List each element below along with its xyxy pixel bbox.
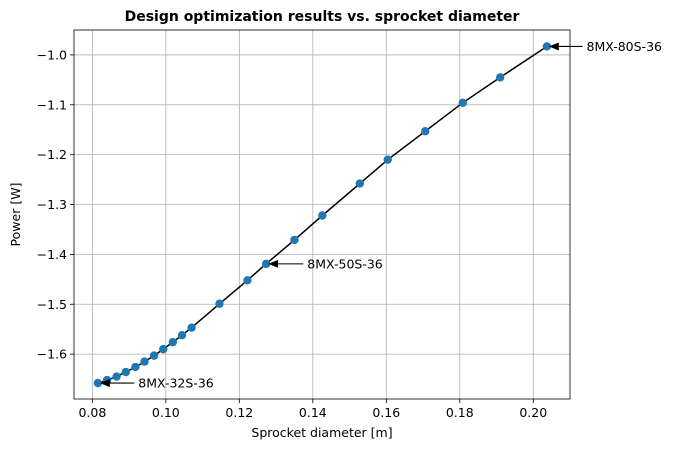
data-point — [355, 179, 365, 188]
x-tick-label: 0.20 — [519, 405, 547, 420]
data-point — [421, 127, 430, 136]
x-tick-label: 0.08 — [78, 405, 106, 420]
annotation-label: 8MX-80S-36 — [587, 39, 662, 54]
data-point — [243, 276, 252, 285]
series-points — [93, 42, 552, 388]
x-tick-label: 0.12 — [225, 405, 253, 420]
y-tick-label: −1.1 — [37, 97, 67, 112]
data-point — [187, 323, 196, 332]
data-point — [290, 235, 299, 245]
grid — [74, 30, 570, 399]
y-axis-label: Power [W] — [8, 183, 23, 247]
data-point — [177, 330, 187, 340]
data-point — [383, 155, 392, 164]
data-point — [318, 211, 327, 220]
plot-frame — [73, 29, 571, 400]
data-point — [458, 98, 467, 108]
axis-ticks: 0.08 0.10 0.12 0.14 0.16 0.18 0.20 −1.6 −1.5 −1.4… — [37, 47, 548, 420]
x-axis-label: Sprocket diameter [m] — [251, 425, 392, 440]
y-tick-label: −1.0 — [37, 47, 67, 62]
data-point — [131, 362, 140, 372]
data-point — [168, 337, 178, 347]
data-point — [93, 378, 103, 388]
x-tick-label: 0.10 — [152, 405, 180, 420]
data-point — [112, 372, 121, 381]
annotations: 8MX-80S-36 8MX-50S-36 8MX-32S-36 — [99, 39, 662, 391]
data-point — [121, 367, 131, 377]
annotation-label: 8MX-32S-36 — [138, 376, 213, 391]
data-point — [159, 344, 168, 354]
y-tick-label: −1.2 — [37, 147, 67, 162]
y-tick-label: −1.6 — [37, 347, 67, 362]
data-point — [149, 351, 159, 360]
x-tick-label: 0.14 — [299, 405, 327, 420]
chart-title: Design optimization results vs. sprocket… — [125, 9, 520, 25]
data-point — [261, 259, 271, 269]
x-tick-label: 0.16 — [372, 405, 400, 420]
series-line-path — [97, 45, 548, 384]
annotation-label: 8MX-50S-36 — [307, 256, 382, 271]
y-tick-label: −1.3 — [37, 197, 67, 212]
data-point — [215, 299, 224, 308]
series-line — [97, 45, 548, 384]
y-tick-label: −1.5 — [37, 297, 67, 312]
data-point — [495, 73, 505, 82]
data-point — [542, 42, 552, 51]
data-point — [140, 357, 149, 366]
x-tick-label: 0.18 — [446, 405, 474, 420]
y-tick-label: −1.4 — [37, 247, 67, 262]
